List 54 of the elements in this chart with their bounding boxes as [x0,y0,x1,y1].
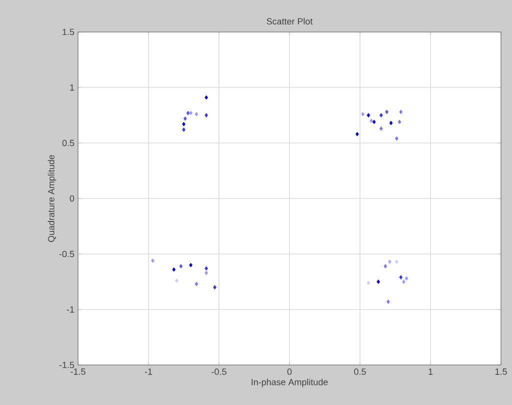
point [404,276,408,281]
point [370,118,373,123]
point [366,113,370,118]
x-axis-title: In-phase Amplitude [252,378,328,388]
point [189,110,193,116]
point [394,136,398,141]
point [189,262,193,268]
y-tick-label: 0.5 [62,140,74,146]
point [204,270,208,276]
y-axis-title: Quadrature Amplitude [48,155,56,242]
point [379,113,383,118]
point [399,110,403,114]
point [213,285,216,290]
x-tick-label: 1 [428,368,433,375]
point [402,280,406,284]
point [376,280,380,284]
x-tick-label: 0 [287,368,292,375]
point [385,110,388,114]
point [366,280,370,286]
x-tick-label: -0.5 [212,368,226,375]
point [355,132,359,136]
point [204,266,208,271]
point [182,122,186,126]
y-tick-label: 1.5 [62,28,74,36]
point [179,264,183,268]
point [388,260,392,264]
point [379,126,383,131]
point [398,120,402,124]
chart-title: Scatter Plot [266,18,313,25]
point [361,112,365,116]
point [194,282,198,286]
point [182,127,186,132]
point [389,120,393,126]
y-tick-label: -1.5 [59,362,74,368]
x-tick-label: -1 [144,368,152,375]
y-tick-label: 1 [70,84,74,91]
point [386,300,390,304]
point [204,95,208,100]
point [384,264,388,268]
x-tick-label: 0.5 [354,368,366,375]
point [172,267,176,272]
point [372,120,376,124]
point [194,112,198,116]
y-tick-label: -1 [66,306,74,313]
point [394,260,398,264]
x-tick-label: 1.5 [495,368,507,375]
y-tick-label: 0 [70,195,74,202]
point [399,275,403,280]
point [204,113,208,118]
point [175,278,178,283]
point [183,116,187,121]
point [151,258,154,263]
point [186,110,190,116]
y-tick-label: -0.5 [59,250,74,258]
